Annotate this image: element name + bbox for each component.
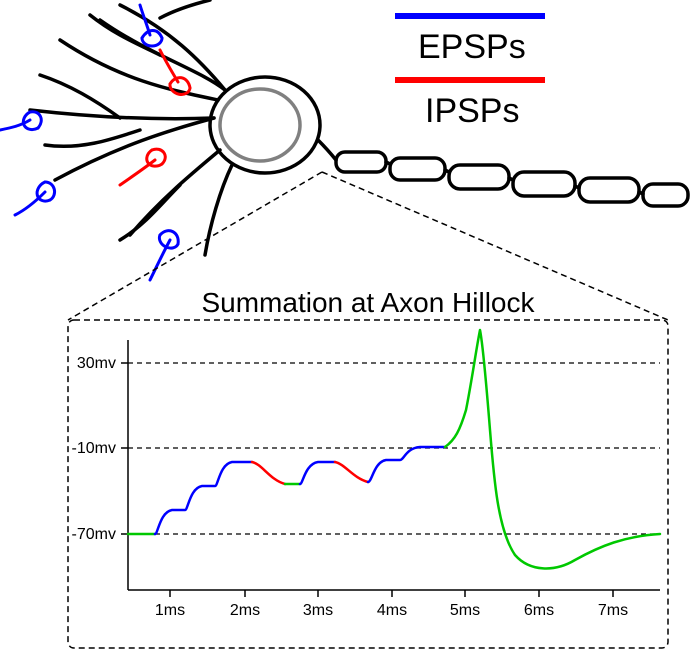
xtick-0: 1ms [155, 602, 185, 619]
plot-area: 30mv -10mv -70mv 1ms 2ms 3ms 4ms 5ms 6ms… [72, 330, 660, 619]
soma-outer [210, 77, 320, 173]
xtick-5: 6ms [524, 602, 554, 619]
legend: EPSPs IPSPs [395, 16, 545, 130]
trace-action-potential [445, 330, 660, 568]
xtick-2: 3ms [303, 602, 333, 619]
figure-svg: EPSPs IPSPs Summation at Axon Hillock 30… [0, 0, 700, 663]
dendrites [30, 0, 232, 255]
ytick-2: -70mv [72, 526, 116, 543]
ytick-1: -10mv [72, 440, 116, 457]
axon [318, 140, 688, 206]
legend-ipsp-label: IPSPs [425, 92, 519, 130]
trace-epsp-1 [155, 462, 252, 534]
trace-ipsp-1 [252, 462, 285, 484]
neuron [30, 0, 688, 255]
figure-root: EPSPs IPSPs Summation at Axon Hillock 30… [0, 0, 700, 663]
soma-inner [220, 89, 300, 161]
xtick-6: 7ms [598, 602, 628, 619]
legend-epsp-label: EPSPs [418, 28, 526, 66]
xtick-4: 5ms [450, 602, 480, 619]
chart-title: Summation at Axon Hillock [201, 287, 535, 318]
xtick-3: 4ms [377, 602, 407, 619]
ytick-0: 30mv [77, 355, 116, 372]
chart-frame [68, 320, 668, 648]
xtick-1: 2ms [230, 602, 260, 619]
trace-ipsp-2 [335, 462, 368, 482]
trace-epsp-2 [300, 462, 335, 484]
trace-epsp-3 [368, 447, 445, 482]
